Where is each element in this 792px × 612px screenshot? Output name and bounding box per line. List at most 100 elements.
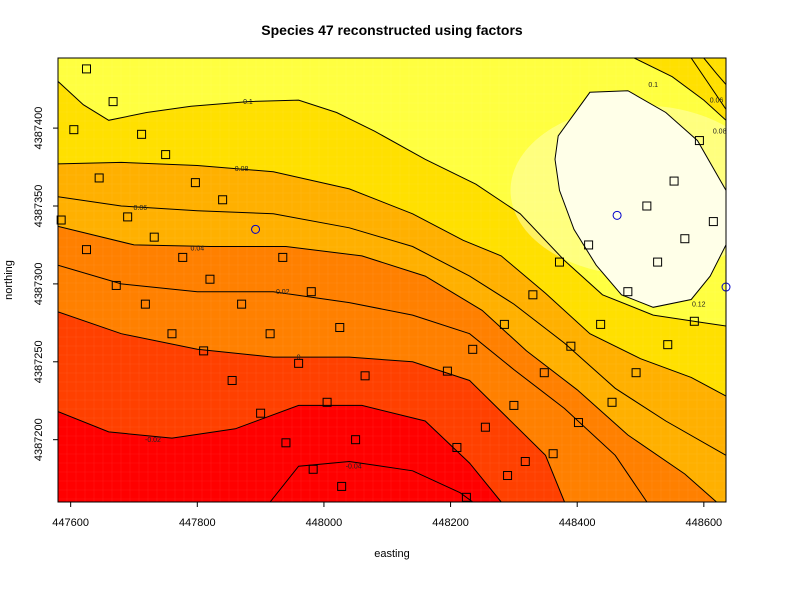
y-tick-label: 4387400 [33,107,45,150]
sample-point-square [461,492,471,502]
sample-point-square [69,125,79,135]
sample-point-square [335,323,345,333]
axes: 447600 447800 448000 448200 448400 448600 4387… [33,107,722,529]
y-axis-label: northing [3,260,15,300]
heat-band-top-right [634,58,726,121]
contour-label: 0.08 [235,166,249,173]
sample-point-square [237,299,247,309]
x-tick-label: 448400 [559,517,596,529]
sample-point-square [178,252,188,262]
sample-point-square [566,341,576,351]
sample-point-square [607,397,617,407]
contour-label: 0.08 [713,129,727,136]
contour-label: 0.02 [276,289,290,296]
contour-line-0 [58,311,565,502]
sample-point-square [199,346,209,356]
contour-label: 0.06 [134,205,148,212]
contour-labels: -0.04 -0.02 0 0.02 0.04 0.06 0.08 0.1 0.12 0.1 0.0… [134,82,727,471]
contour-label: 0.12 [692,302,706,309]
sample-point-square [584,240,594,250]
sample-point-square [694,136,704,146]
sample-point-square [680,234,690,244]
contour-line-0.12 [554,90,726,308]
x-axis-label: easting [374,548,409,560]
sample-point-square [689,316,699,326]
sample-point-square [520,456,530,466]
sample-point-square [140,299,150,309]
plot-frame [57,57,727,503]
sample-point-square [265,329,275,339]
sample-point-square [94,173,104,183]
chart-title: Species 47 reconstructed using factors [261,22,523,38]
y-tick-label: 4387350 [33,185,45,228]
sample-point-square [306,287,316,297]
sample-point-square [499,319,509,329]
contour-label: -0.04 [346,464,362,471]
sample-point-square [111,280,121,290]
contour-label: 0.04 [190,246,204,253]
sample-point-square [351,435,361,445]
contour-line-0.08 [58,161,726,397]
contour-line-0.06 [58,196,726,456]
sample-point-square [528,290,538,300]
sample-point-square [149,232,159,242]
sample-point-square [81,64,91,74]
y-tick-label: 4387250 [33,340,45,383]
sample-point-square [452,442,462,452]
contour-lines [58,58,726,502]
sample-point-square [56,215,66,225]
contour-line-0.08 [690,58,726,110]
heat-band-neg0.02 [58,405,726,502]
y-tick-label: 4387200 [33,418,45,461]
sample-point-square [205,274,215,284]
x-tick-label: 447800 [179,517,216,529]
sample-point-square [653,257,663,267]
contour-line-0.02 [58,264,648,502]
contour-line-0.06 [703,58,726,85]
x-tick-label: 448200 [432,517,469,529]
sample-point-square [442,366,452,376]
contour-line-0.1 [58,81,726,327]
x-tick-label: 447600 [52,517,89,529]
x-tick-label: 448600 [685,517,722,529]
sample-point-square [227,375,237,385]
contour-line--0.02 [58,404,502,502]
sample-point-square [278,252,288,262]
sample-point-square [123,212,133,222]
sample-point-square [708,217,718,227]
sample-point-square [108,97,118,107]
heat-band-0.12-core [555,90,726,308]
contour-line-0.04 [58,225,717,502]
sample-point-square [623,287,633,297]
sample-point-square [642,201,652,211]
sample-point-square [81,245,91,255]
contour-label: 0.1 [648,82,658,89]
sample-point-square [548,449,558,459]
contour-label: -0.02 [145,437,161,444]
sample-point-square [161,150,171,160]
sample-point-square [663,340,673,350]
sample-point-square [360,371,370,381]
sample-point-square [539,368,549,378]
contour-label: 0 [297,355,301,362]
sample-point-square [509,400,519,410]
sample-point-square [137,129,147,139]
sample-point-square [167,329,177,339]
sample-point-square [190,178,200,188]
sample-point-square [596,319,606,329]
sample-point-square [503,471,513,481]
sample-point-square [322,397,332,407]
y-tick-label: 4387300 [33,262,45,305]
heatmap-surface [58,58,726,502]
sample-point-square [631,368,641,378]
sample-point-square [573,418,583,428]
sample-point-square [554,257,564,267]
sample-point-square [337,481,347,491]
sample-point-square [480,422,490,432]
contour-label: 0.06 [710,98,724,105]
sample-point-circle [251,224,261,234]
sample-point-square [256,408,266,418]
sample-point-square [468,344,478,354]
